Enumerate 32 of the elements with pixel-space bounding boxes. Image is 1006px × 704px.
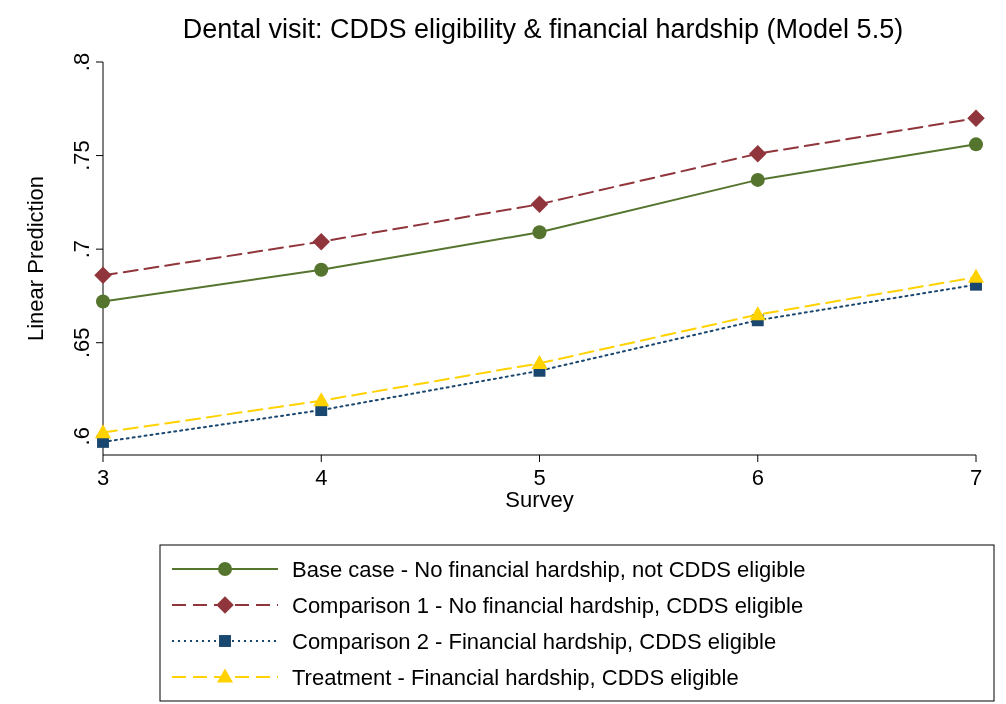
x-tick-label: 4 bbox=[315, 465, 328, 490]
y-tick-label: .8 bbox=[69, 52, 94, 72]
point bbox=[312, 232, 330, 251]
y-tick-label: .65 bbox=[69, 327, 94, 359]
point bbox=[94, 424, 112, 439]
point bbox=[750, 172, 765, 187]
y-tick-label: .6 bbox=[69, 427, 94, 446]
point bbox=[969, 137, 983, 152]
point bbox=[967, 268, 985, 283]
legend-label: Comparison 2 - Financial hardship, CDDS eligible bbox=[292, 629, 777, 654]
legend-label: Comparison 1 - No financial hardship, CDDS eligible bbox=[292, 593, 804, 618]
point bbox=[749, 306, 766, 321]
y-tick-label: .75 bbox=[69, 140, 94, 171]
x-tick-label: 3 bbox=[96, 465, 110, 490]
point bbox=[967, 109, 985, 127]
point bbox=[532, 225, 547, 240]
y-axis-title: Linear Prediction bbox=[23, 175, 48, 342]
x-tick-label: 6 bbox=[751, 465, 764, 490]
legend-label: Base case - No financial hardship, not CDDS eligible bbox=[292, 557, 806, 582]
point bbox=[531, 354, 548, 369]
legend-label: Treatment - Financial hardship, CDDS eligible bbox=[292, 665, 739, 690]
x-tick-label: 7 bbox=[969, 465, 983, 490]
point bbox=[749, 144, 767, 163]
point bbox=[530, 195, 549, 213]
y-tick-label: .7 bbox=[69, 239, 94, 259]
x-axis-title: Survey bbox=[505, 487, 574, 512]
point bbox=[94, 266, 112, 285]
chart-title: Dental visit: CDDS eligibility & financial hardship (Model 5.5) bbox=[182, 14, 904, 44]
point bbox=[314, 262, 329, 277]
point bbox=[96, 294, 110, 309]
x-tick-label: 5 bbox=[533, 465, 546, 490]
point bbox=[313, 392, 330, 407]
